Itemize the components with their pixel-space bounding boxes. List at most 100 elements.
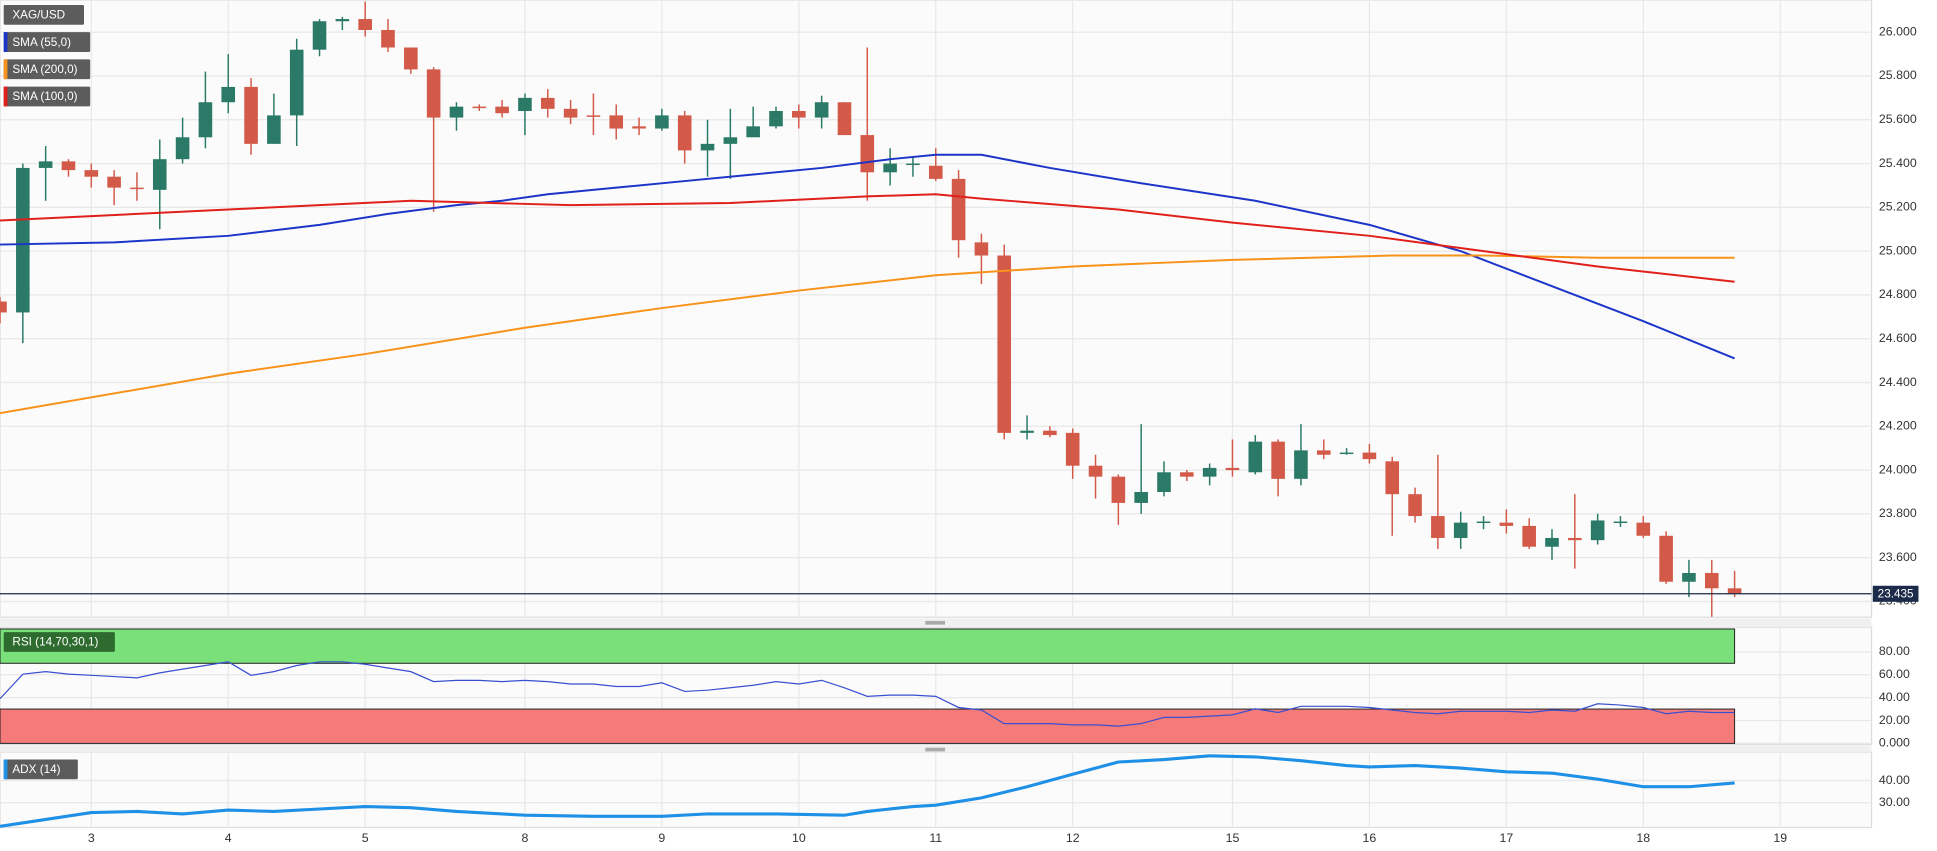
legend-entry[interactable]: SMA (100,0)	[12, 90, 77, 103]
legend-title-box[interactable]	[3, 4, 85, 25]
y-tick-label: 25.400	[1879, 156, 1917, 170]
y-tick-label: 60.00	[1879, 667, 1910, 681]
candle-body	[289, 49, 304, 116]
candle-body	[1499, 522, 1514, 526]
candle-body	[84, 170, 99, 177]
candle-body	[1431, 516, 1445, 538]
candle-body	[837, 102, 852, 136]
legend-entry-swatch[interactable]	[3, 32, 8, 52]
candle-body	[1157, 472, 1171, 492]
candle-body	[312, 21, 327, 50]
legend-title[interactable]: XAG/USD	[12, 9, 65, 22]
candle-body	[426, 69, 441, 118]
legend-entry-box[interactable]	[3, 86, 91, 107]
candle-body	[1202, 467, 1217, 477]
candle-body	[152, 159, 167, 190]
adx-title-swatch[interactable]	[3, 759, 8, 780]
rsi-band	[0, 628, 1736, 664]
candle-body	[1362, 452, 1377, 460]
x-tick-label: 11	[929, 831, 942, 845]
candle-body	[609, 115, 624, 129]
legend-entry-swatch[interactable]	[3, 59, 8, 80]
candle-body	[1271, 441, 1285, 479]
y-tick-label: 20.00	[1879, 713, 1910, 727]
last-price-label: 23.435	[1878, 588, 1914, 601]
candle-body	[928, 165, 943, 179]
y-tick-label: 23.800	[1879, 506, 1917, 520]
candle-body	[1568, 537, 1582, 541]
candle-body	[792, 111, 806, 118]
candle-body	[723, 137, 738, 144]
divider-handle[interactable]	[925, 747, 946, 752]
y-tick-label: 24.400	[1879, 375, 1917, 389]
candle-body	[61, 161, 76, 171]
y-tick-label: 25.200	[1879, 200, 1917, 214]
candle-body	[997, 255, 1012, 433]
rsi-line	[0, 661, 1735, 727]
candle-body	[1339, 452, 1354, 455]
legend-entry[interactable]: SMA (200,0)	[12, 63, 77, 76]
indicator-line	[0, 193, 1735, 283]
rsi-title-box[interactable]	[3, 632, 115, 652]
legend-entry-box[interactable]	[3, 32, 91, 52]
legend-entry-box[interactable]	[3, 59, 91, 80]
x-tick-label: 19	[1773, 831, 1787, 845]
candle-body	[700, 143, 715, 151]
candle-body	[1020, 430, 1034, 433]
candle-body	[1088, 465, 1103, 477]
candle-body	[586, 115, 601, 117]
candle-body	[495, 106, 509, 114]
x-tick-label: 15	[1226, 831, 1240, 845]
candle-body	[563, 108, 578, 118]
candle-body	[1316, 450, 1331, 455]
candle-body	[1043, 430, 1057, 436]
candle-body	[0, 301, 7, 313]
y-tick-label: 24.800	[1879, 287, 1917, 301]
candle-body	[1659, 535, 1673, 582]
rsi-band	[0, 708, 1736, 744]
candle-body	[860, 135, 875, 173]
candle-body	[381, 29, 395, 48]
candle-body	[449, 106, 464, 118]
candle-body	[1545, 537, 1559, 547]
x-tick-label: 10	[792, 831, 806, 845]
adx-title-box[interactable]	[3, 759, 78, 780]
candle-body	[107, 176, 121, 188]
divider-handle[interactable]	[925, 620, 946, 625]
candle-body	[1682, 572, 1696, 582]
adx-title[interactable]: ADX (14)	[12, 763, 60, 776]
x-tick-label: 12	[1066, 831, 1080, 845]
x-tick-label: 18	[1636, 831, 1650, 845]
rsi-title[interactable]: RSI (14,70,30,1)	[12, 636, 98, 649]
indicator-line	[0, 153, 1735, 360]
legend-entry-swatch[interactable]	[3, 86, 8, 107]
legend-entry[interactable]: SMA (55,0)	[12, 36, 71, 49]
candle-body	[974, 242, 989, 256]
candle-body	[1294, 450, 1308, 479]
candle-body	[1590, 520, 1605, 541]
candle-body	[951, 178, 966, 241]
candle-body	[244, 86, 258, 144]
candle-body	[1704, 572, 1719, 589]
candle-body	[1225, 467, 1240, 471]
candle-body	[1453, 522, 1468, 538]
candle-body	[130, 187, 144, 190]
x-tick-label: 9	[658, 831, 665, 845]
candle-body	[221, 86, 236, 103]
candle-body	[655, 115, 669, 129]
y-tick-label: 24.000	[1879, 462, 1917, 476]
y-tick-label: 25.800	[1879, 68, 1917, 82]
last-price-box	[1872, 585, 1919, 602]
candle-body	[472, 106, 487, 109]
candle-body	[1476, 521, 1491, 524]
candle-body	[540, 97, 555, 109]
candle-body	[1111, 476, 1126, 503]
candle-body	[1727, 588, 1742, 594]
candle-body	[267, 115, 281, 144]
candle-body	[677, 115, 692, 151]
candle-body	[769, 111, 783, 127]
candle-body	[38, 161, 53, 168]
candle-body	[1065, 432, 1080, 466]
